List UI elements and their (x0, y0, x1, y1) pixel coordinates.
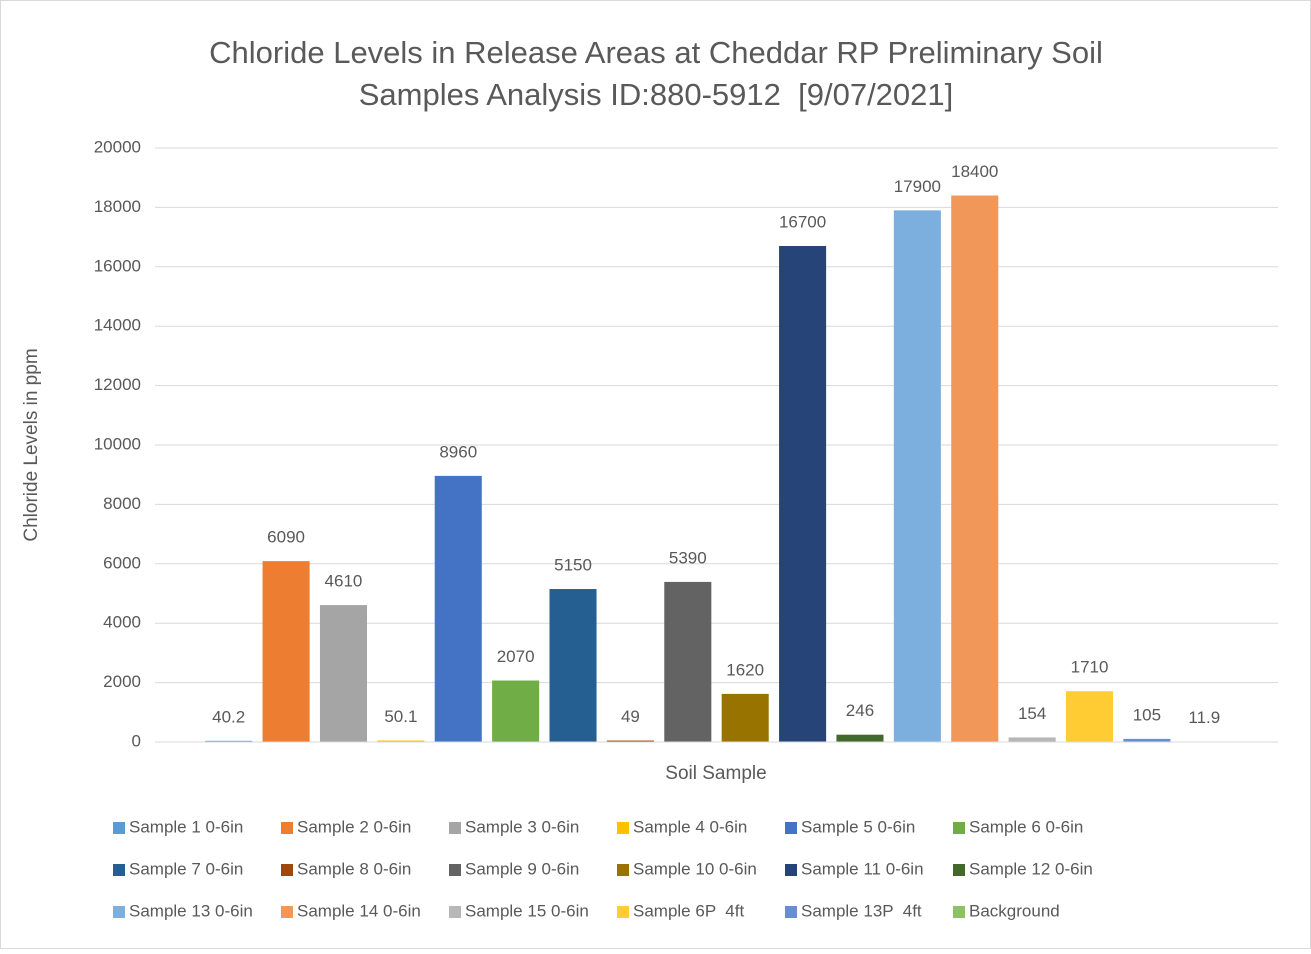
bar (263, 561, 310, 742)
data-label: 2070 (497, 647, 535, 666)
y-tick-label: 0 (132, 731, 141, 750)
bar (1009, 737, 1056, 742)
legend-label: Sample 15 0-6in (465, 901, 589, 920)
bar (435, 476, 482, 742)
y-tick-label: 12000 (94, 375, 141, 394)
bar (951, 196, 998, 742)
chart-title: Samples Analysis ID:880-5912 [9/07/2021] (359, 77, 954, 112)
legend-swatch (281, 864, 293, 876)
data-label: 4610 (325, 572, 363, 591)
bar (836, 735, 883, 742)
y-tick-label: 8000 (103, 494, 141, 513)
y-tick-label: 14000 (94, 316, 141, 335)
data-label: 16700 (779, 212, 826, 231)
data-label: 18400 (951, 162, 998, 181)
y-tick-label: 16000 (94, 256, 141, 275)
legend-swatch (785, 822, 797, 834)
data-label: 1620 (726, 660, 764, 679)
legend-swatch (617, 906, 629, 918)
y-tick-label: 20000 (94, 137, 141, 156)
data-label: 11.9 (1188, 708, 1220, 727)
bar (492, 681, 539, 742)
y-tick-label: 18000 (94, 197, 141, 216)
bar (549, 589, 596, 742)
legend-swatch (281, 906, 293, 918)
legend-label: Sample 6P 4ft (633, 901, 744, 920)
legend-label: Sample 5 0-6in (801, 817, 915, 836)
legend-label: Sample 10 0-6in (633, 859, 757, 878)
legend-swatch (617, 864, 629, 876)
legend-swatch (953, 906, 965, 918)
legend-label: Background (969, 901, 1060, 920)
data-label: 6090 (267, 528, 305, 547)
legend-label: Sample 8 0-6in (297, 859, 411, 878)
legend-label: Sample 14 0-6in (297, 901, 421, 920)
data-label: 246 (846, 701, 874, 720)
legend-swatch (953, 822, 965, 834)
legend-label: Sample 3 0-6in (465, 817, 579, 836)
y-tick-label: 10000 (94, 434, 141, 453)
legend-label: Sample 12 0-6in (969, 859, 1093, 878)
bar (1066, 691, 1113, 742)
legend-swatch (281, 822, 293, 834)
bar (779, 246, 826, 742)
data-label: 105 (1133, 705, 1161, 724)
legend-label: Sample 13P 4ft (801, 901, 922, 920)
legend-swatch (785, 906, 797, 918)
legend-swatch (113, 864, 125, 876)
bar (664, 582, 711, 742)
bar (894, 210, 941, 742)
legend-label: Sample 7 0-6in (129, 859, 243, 878)
legend-label: Sample 13 0-6in (129, 901, 253, 920)
data-label: 5150 (554, 556, 592, 575)
data-label: 49 (621, 707, 640, 726)
data-label: 5390 (669, 548, 707, 567)
legend-swatch (449, 864, 461, 876)
chart-title: Chloride Levels in Release Areas at Ched… (209, 35, 1103, 70)
legend-swatch (113, 906, 125, 918)
data-label: 154 (1018, 704, 1046, 723)
legend-label: Sample 11 0-6in (801, 859, 924, 878)
y-axis-label: Chloride Levels in ppm (21, 348, 42, 541)
x-axis-label: Soil Sample (665, 763, 766, 784)
legend-swatch (113, 822, 125, 834)
legend-label: Sample 2 0-6in (297, 817, 411, 836)
legend-label: Sample 1 0-6in (129, 817, 243, 836)
data-label: 1710 (1071, 658, 1109, 677)
legend-swatch (449, 822, 461, 834)
bar (320, 605, 367, 742)
y-tick-label: 2000 (103, 672, 141, 691)
bar (722, 694, 769, 742)
legend-swatch (617, 822, 629, 834)
legend-swatch (785, 864, 797, 876)
y-tick-label: 4000 (103, 613, 141, 632)
legend-label: Sample 9 0-6in (465, 859, 579, 878)
data-label: 17900 (894, 177, 941, 196)
data-label: 40.2 (212, 707, 245, 726)
data-label: 8960 (439, 442, 477, 461)
legend-label: Sample 4 0-6in (633, 817, 747, 836)
y-tick-label: 6000 (103, 553, 141, 572)
legend-swatch (449, 906, 461, 918)
data-label: 50.1 (384, 707, 417, 726)
legend-swatch (953, 864, 965, 876)
legend-label: Sample 6 0-6in (969, 817, 1083, 836)
